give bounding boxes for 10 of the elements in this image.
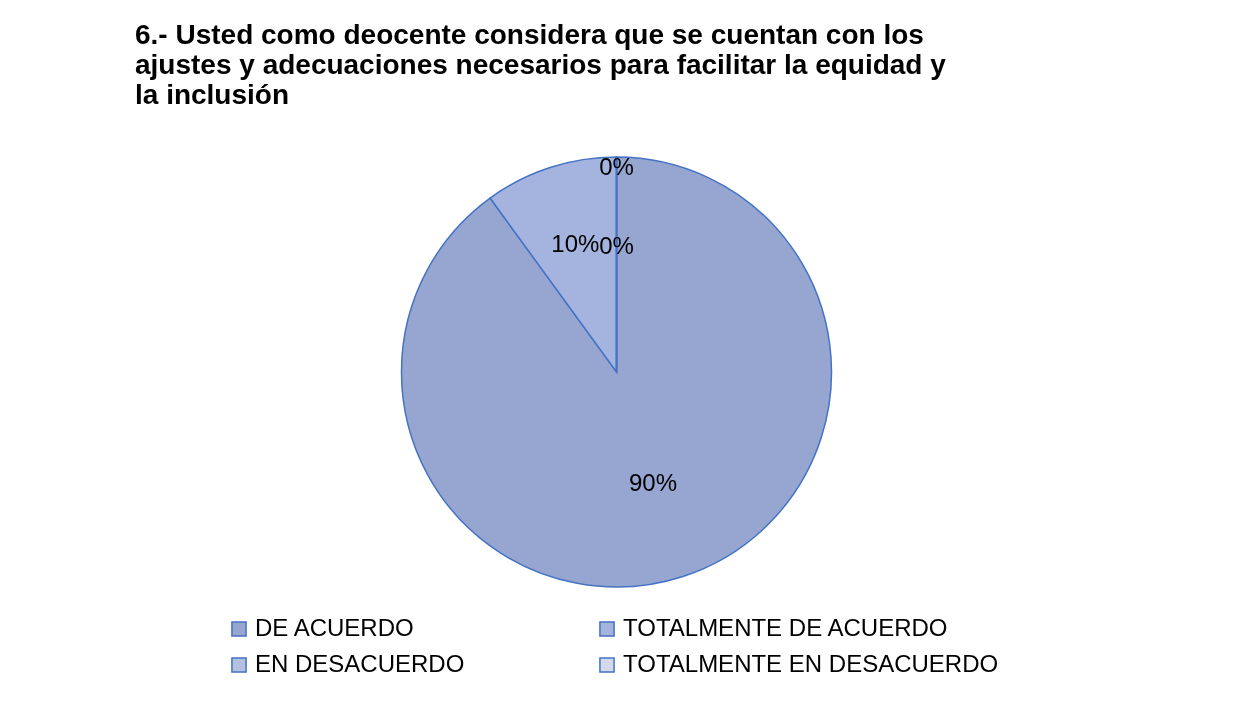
legend-label: EN DESACUERDO [255,650,465,677]
legend-label: TOTALMENTE EN DESACUERDO [623,650,999,677]
text: 0% [599,232,634,260]
pie-slice [400,156,833,588]
text: 0% [599,152,634,180]
data-label: 90% [629,469,678,497]
chart-title: 6.- Usted como deocente considera que se cuentan con los ajustes y adecuaciones necesarios para facilitar la equidad y la inclusión [135,19,947,110]
legend-label: DE ACUERDO [255,614,414,641]
data-label: 10% [551,230,600,258]
legend-label: TOTALMENTE DE ACUERDO [623,614,948,641]
